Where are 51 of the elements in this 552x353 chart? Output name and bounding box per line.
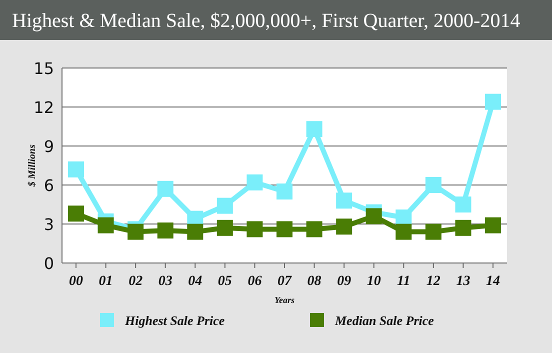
point xyxy=(485,217,501,234)
point xyxy=(336,218,352,235)
x-tick-label: 08 xyxy=(307,274,322,289)
point xyxy=(276,184,292,200)
x-tick-label: 00 xyxy=(69,274,83,289)
x-tick-label: 12 xyxy=(426,274,440,289)
x-tick-label: 02 xyxy=(128,274,143,289)
point xyxy=(187,224,204,240)
y-tick-label: 0 xyxy=(44,254,54,273)
x-tick-label: 13 xyxy=(456,274,470,289)
x-tick-label: 07 xyxy=(278,274,292,289)
point xyxy=(276,221,292,238)
point xyxy=(455,220,472,236)
y-tick-label: 12 xyxy=(34,98,54,117)
point xyxy=(157,222,174,238)
x-tick-label: 10 xyxy=(366,274,381,289)
point xyxy=(157,180,174,197)
point xyxy=(306,221,322,238)
point xyxy=(68,206,84,222)
point xyxy=(366,208,382,224)
point xyxy=(396,224,412,240)
point xyxy=(485,94,501,110)
point xyxy=(306,121,322,138)
point xyxy=(425,224,442,240)
x-tick-label: 11 xyxy=(397,274,410,289)
y-tick-label: 9 xyxy=(44,137,54,156)
point xyxy=(246,221,263,238)
chart-title: Highest & Median Sale, $2,000,000+, First Quarter, 2000-2014 xyxy=(12,10,520,32)
legend-label: Highest Sale Price xyxy=(124,313,225,328)
point xyxy=(216,220,233,236)
point xyxy=(336,192,352,209)
point xyxy=(68,161,84,178)
x-tick-label: 01 xyxy=(98,274,113,289)
y-tick-label: 3 xyxy=(44,215,54,234)
x-tick-label: 04 xyxy=(188,274,202,289)
point xyxy=(98,217,114,234)
y-tick-label: 6 xyxy=(44,176,54,195)
point xyxy=(455,196,472,212)
point xyxy=(246,174,263,190)
x-tick-label: 03 xyxy=(158,274,172,289)
point xyxy=(396,210,412,226)
x-tick-label: 14 xyxy=(486,274,500,289)
point xyxy=(425,177,442,193)
x-axis-title: Years xyxy=(274,295,295,305)
point xyxy=(216,198,233,214)
x-tick-label: 09 xyxy=(337,274,352,289)
x-tick-label: 06 xyxy=(248,274,262,289)
x-tick-label: 05 xyxy=(218,274,232,289)
y-tick-label: 15 xyxy=(34,59,54,78)
y-axis-title: $ Millions xyxy=(27,144,38,188)
legend-label: Median Sale Price xyxy=(334,313,434,328)
